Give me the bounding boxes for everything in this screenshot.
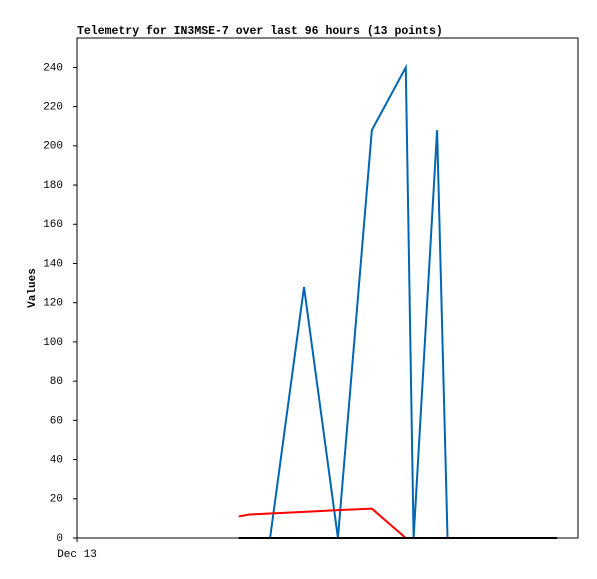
chart-title: Telemetry for IN3MSE-7 over last 96 hour… [77,25,443,38]
y-tick-label: 0 [56,533,63,545]
y-tick-label: 240 [43,62,63,74]
series-line [238,507,407,539]
y-tick-label: 20 [50,494,63,506]
y-tick-label: 120 [43,298,63,310]
y-axis-label: Values [27,268,39,308]
y-tick-label: 140 [43,258,63,270]
y-tick-label: 200 [43,141,63,153]
x-tick-label: Dec 13 [57,549,97,561]
y-tick-label: 160 [43,219,63,231]
y-tick-label: 80 [50,376,63,388]
y-tick-label: 220 [43,102,63,114]
y-tick-label: 100 [43,337,63,349]
y-tick-label: 40 [50,454,63,466]
y-tick-label: 60 [50,415,63,427]
y-tick-label: 180 [43,180,63,192]
